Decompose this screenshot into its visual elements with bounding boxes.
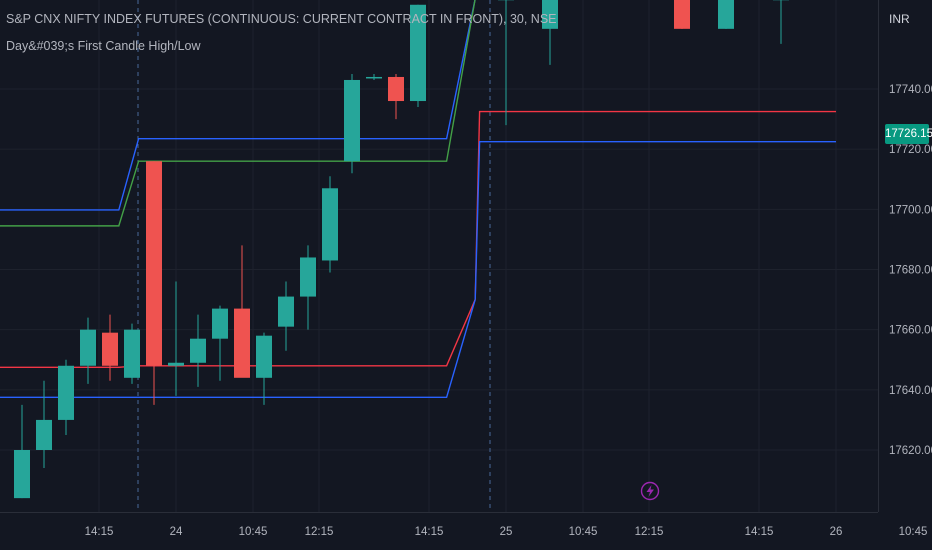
candle-body <box>388 76 404 102</box>
candle-up <box>168 281 184 396</box>
candle-up <box>344 73 360 174</box>
candle-body <box>410 4 426 102</box>
candle-body <box>278 296 294 327</box>
candle-up <box>190 314 206 387</box>
x-tick-label: 12:15 <box>635 526 664 538</box>
x-tick-label: 10:45 <box>899 526 928 538</box>
x-tick-label: 12:15 <box>305 526 334 538</box>
candle-body <box>256 335 272 378</box>
indicator-day25_low <box>474 140 836 300</box>
candle-body <box>344 79 360 162</box>
lightning-icon-bolt <box>646 485 654 497</box>
candle-up <box>212 305 228 381</box>
candle-up <box>542 0 558 65</box>
lightning-icon <box>640 481 660 501</box>
candle-body <box>674 0 690 29</box>
currency-label[interactable]: INR <box>889 12 910 26</box>
candle-up <box>773 0 789 44</box>
candle-body <box>542 0 558 29</box>
candle-up <box>36 380 52 469</box>
candle-up <box>410 4 426 108</box>
candle-up <box>58 359 74 435</box>
x-tick-label: 26 <box>830 526 843 538</box>
candle-down <box>388 73 404 120</box>
candle-up <box>14 404 30 499</box>
y-tick-label: 17740.00 <box>889 84 932 96</box>
indicator-name[interactable]: Day&#039;s First Candle High/Low <box>6 39 201 53</box>
candle-up <box>256 332 272 405</box>
candle-body <box>190 338 206 363</box>
candle-body <box>14 450 30 499</box>
candle-down <box>102 314 118 381</box>
y-tick-label: 17660.00 <box>889 325 932 337</box>
candle-up <box>300 245 316 330</box>
x-tick-label: 25 <box>500 526 513 538</box>
candle-body <box>80 329 96 366</box>
chart-title[interactable]: S&P CNX NIFTY INDEX FUTURES (CONTINUOUS:… <box>6 12 557 26</box>
last-price-tag: 17726.15 <box>885 124 932 144</box>
indicator-second_blue_line <box>0 299 476 399</box>
candle-up <box>124 323 140 384</box>
x-tick-label: 14:15 <box>85 526 114 538</box>
x-tick-label: 14:15 <box>745 526 774 538</box>
candle-body <box>366 76 382 79</box>
candle-body <box>212 308 228 339</box>
candle-down <box>674 0 690 29</box>
y-tick-label: 17680.00 <box>889 265 932 277</box>
x-tick-label: 14:15 <box>415 526 444 538</box>
candle-body <box>124 329 140 378</box>
candle-body <box>234 308 250 378</box>
indicator-green_line <box>0 0 476 227</box>
candle-body <box>146 161 162 366</box>
candle-body <box>322 188 338 261</box>
candle-up <box>278 281 294 351</box>
y-tick-label: 17720.00 <box>889 144 932 156</box>
candle-body <box>36 419 52 450</box>
candle-down <box>146 161 162 405</box>
candle-up <box>498 0 514 126</box>
candle-up <box>366 73 382 80</box>
x-tick-label: 10:45 <box>239 526 268 538</box>
y-tick-label: 17700.00 <box>889 204 932 216</box>
candle-body <box>58 365 74 420</box>
indicator-first_high_line <box>0 0 476 211</box>
candle-up <box>80 317 96 384</box>
candle-down <box>234 245 250 378</box>
candle-up <box>718 0 734 29</box>
candle-body <box>168 362 184 366</box>
y-tick-label: 17620.00 <box>889 445 932 457</box>
x-tick-label: 10:45 <box>569 526 598 538</box>
candle-up <box>322 176 338 273</box>
candle-body <box>718 0 734 29</box>
y-tick-label: 17640.00 <box>889 385 932 397</box>
candle-body <box>102 332 118 366</box>
candle-body <box>300 257 316 297</box>
lightning-icon-ring <box>640 481 660 501</box>
x-tick-label: 24 <box>170 526 183 538</box>
indicator-day25_high <box>474 110 836 300</box>
